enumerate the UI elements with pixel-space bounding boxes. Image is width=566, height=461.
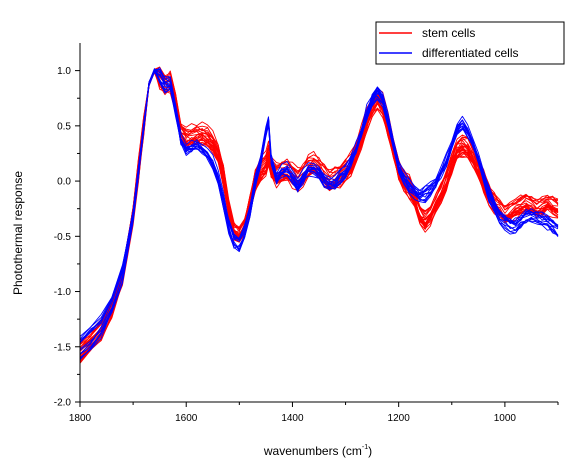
plot-lines xyxy=(79,66,559,364)
series-line-stem-cells xyxy=(79,70,559,361)
y-axis-title: Photothermal response xyxy=(11,171,25,295)
series-line-differentiated-cells xyxy=(79,69,559,355)
series-line-stem-cells xyxy=(79,69,559,346)
series-line-differentiated-cells xyxy=(79,69,559,344)
x-tick-label: 1400 xyxy=(281,413,304,424)
legend-box xyxy=(375,21,565,65)
series-line-differentiated-cells xyxy=(79,69,559,340)
series-line-differentiated-cells xyxy=(79,69,559,361)
series-line-stem-cells xyxy=(79,69,559,352)
ticks: -2.0 -1.5 -1.0 -0.5 0.0 0.5 1.0 1800 1600 1400 120… xyxy=(54,66,559,424)
series-line-differentiated-cells xyxy=(79,71,559,344)
series-line-stem-cells xyxy=(79,72,559,361)
series-line-stem-cells xyxy=(79,66,559,364)
series-line-stem-cells xyxy=(79,69,559,348)
series-line-differentiated-cells xyxy=(79,70,559,351)
x-axis-title-close: ) xyxy=(368,444,372,458)
series-line-differentiated-cells xyxy=(79,70,559,337)
series-line-differentiated-cells xyxy=(79,72,559,360)
x-axis-title-main: wavenumbers (cm xyxy=(263,444,362,458)
series-line-stem-cells xyxy=(79,66,559,358)
series-line-stem-cells xyxy=(79,69,559,350)
series-line-stem-cells xyxy=(79,72,559,344)
series-line-differentiated-cells xyxy=(79,67,559,358)
y-tick-label: -1.5 xyxy=(54,342,72,353)
series-line-stem-cells xyxy=(79,72,559,355)
x-tick-label: 1000 xyxy=(494,413,517,424)
series-line-differentiated-cells xyxy=(79,68,559,355)
series-line-stem-cells xyxy=(79,71,559,351)
series-line-stem-cells xyxy=(79,69,559,360)
series-line-differentiated-cells xyxy=(79,69,559,350)
series-line-stem-cells xyxy=(79,69,559,363)
series-line-stem-cells xyxy=(79,69,559,362)
x-axis-title: wavenumbers (cm-1) xyxy=(263,444,372,458)
series-line-stem-cells xyxy=(79,70,559,351)
y-tick-label: -2.0 xyxy=(54,398,72,409)
series-line-stem-cells xyxy=(79,69,559,345)
legend-label-differentiated-cells: differentiated cells xyxy=(422,46,519,60)
series-line-differentiated-cells xyxy=(79,68,559,341)
y-tick-label: 0.5 xyxy=(57,121,71,132)
x-tick-label: 1800 xyxy=(69,413,92,424)
x-axis-title-sup: -1 xyxy=(362,444,368,451)
y-tick-label: -1.0 xyxy=(54,287,72,298)
series-line-stem-cells xyxy=(79,69,559,341)
series-line-differentiated-cells xyxy=(79,71,558,343)
legend: stem cells differentiated cells xyxy=(375,21,565,65)
series-line-stem-cells xyxy=(79,69,559,348)
axes xyxy=(79,43,558,403)
x-tick-label: 1600 xyxy=(175,413,198,424)
series-line-stem-cells xyxy=(79,71,559,359)
series-line-stem-cells xyxy=(79,69,559,358)
series-line-differentiated-cells xyxy=(79,68,559,343)
y-tick-label: 1.0 xyxy=(57,66,71,77)
legend-label-stem-cells: stem cells xyxy=(422,26,475,40)
series-line-stem-cells xyxy=(79,72,559,349)
series-line-stem-cells xyxy=(79,69,559,356)
y-tick-label: -0.5 xyxy=(54,232,72,243)
series-line-stem-cells xyxy=(79,69,559,345)
series-line-stem-cells xyxy=(79,70,559,359)
x-tick-label: 1200 xyxy=(388,413,411,424)
y-tick-label: 0.0 xyxy=(57,177,71,188)
